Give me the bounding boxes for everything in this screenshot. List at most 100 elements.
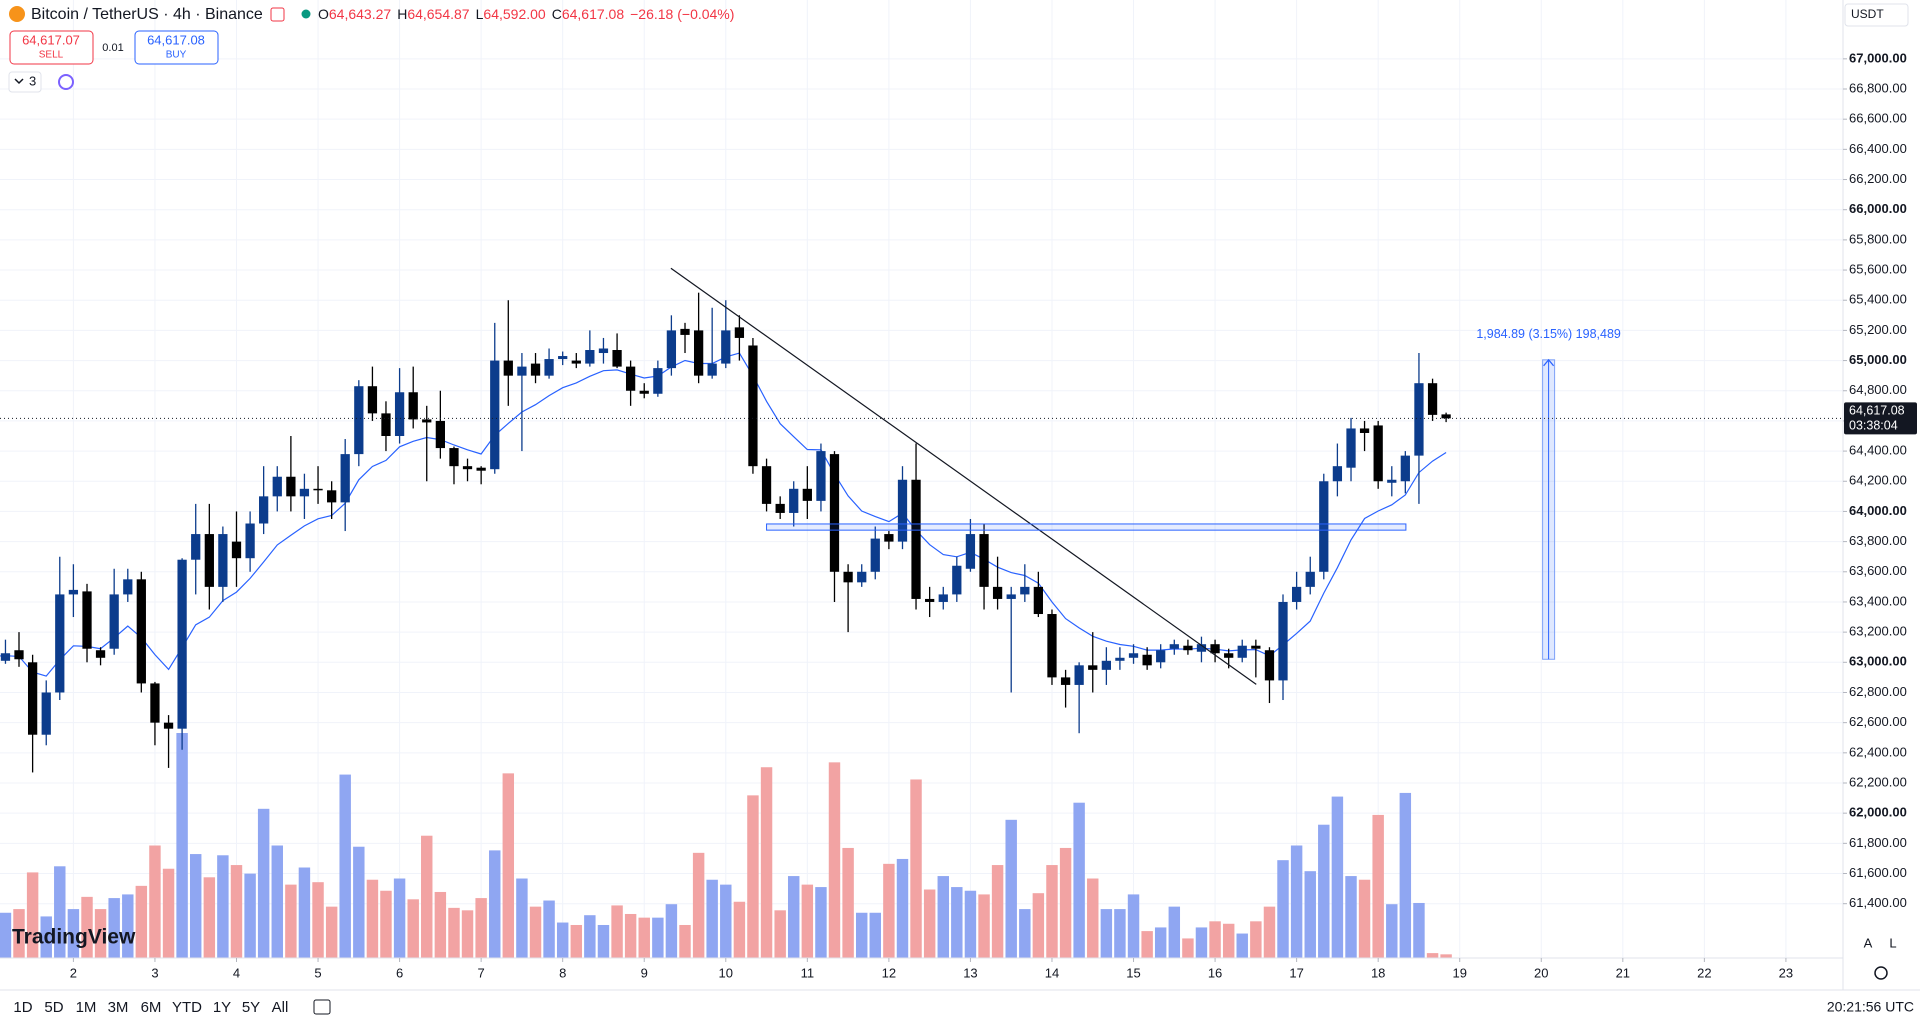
y-tick-label: 63,600.00 [1849, 563, 1907, 578]
candle-body [897, 479, 908, 542]
volume-bar [856, 912, 868, 958]
candle-body [462, 466, 473, 470]
volume-bar [257, 808, 270, 958]
candle-body [748, 345, 758, 467]
y-tick-label: 66,400.00 [1849, 141, 1907, 156]
candle-body [938, 594, 948, 602]
candle-body [340, 454, 350, 503]
volume-bar [1073, 802, 1085, 958]
candle-body [1264, 650, 1275, 681]
buy-button[interactable] [134, 30, 219, 65]
candle-body [286, 476, 296, 497]
range-button[interactable]: YTD [172, 999, 202, 1016]
price-label: 64,617.08 [1849, 404, 1905, 418]
volume-bar [1154, 927, 1167, 958]
volume-bar [1195, 927, 1208, 958]
candle-body [95, 650, 106, 658]
candle-body [680, 328, 690, 335]
candle-body [367, 386, 378, 414]
candle-body [449, 448, 459, 467]
volume-bar [638, 917, 650, 958]
auto-scale[interactable]: A [1864, 935, 1873, 950]
range-button[interactable]: All [272, 999, 289, 1016]
range-toolbar: 1D 5D 1M 3M 6M YTD 1Y 5Y All [13, 999, 288, 1016]
y-tick-label: 63,000.00 [1849, 654, 1907, 669]
volume-bar [1386, 904, 1398, 958]
sell-button[interactable] [9, 30, 94, 65]
range-button[interactable]: 5Y [242, 999, 260, 1016]
candle-body [1142, 654, 1152, 666]
measure-label: 1,984.89 (3.15%) 198,489 [1476, 327, 1621, 341]
candle-body [992, 586, 1003, 599]
settings-icon[interactable] [1874, 966, 1888, 980]
volume-bar [978, 894, 990, 958]
candle-body [1006, 594, 1016, 599]
candle-body [653, 368, 663, 394]
clock: 20:21:56 UTC [1827, 999, 1914, 1015]
range-button[interactable]: 1M [76, 999, 97, 1016]
volume-bar [1318, 824, 1330, 958]
candle-body [517, 366, 527, 376]
volume-bar [475, 898, 487, 958]
volume-bar [910, 779, 922, 958]
y-tick-label: 63,800.00 [1849, 533, 1907, 548]
volume-bar [81, 896, 93, 958]
y-tick-label: 61,800.00 [1849, 835, 1907, 850]
x-tick-label: 8 [559, 965, 566, 980]
volume-bar [1426, 953, 1439, 958]
buy-price: 64,617.08 [147, 32, 205, 47]
y-tick-label: 63,200.00 [1849, 624, 1907, 639]
currency-box[interactable] [1844, 3, 1909, 27]
volume-bar [1046, 865, 1058, 958]
y-tick-label: 64,400.00 [1849, 443, 1907, 458]
candle-body [857, 571, 867, 583]
volume-bar [597, 924, 610, 958]
candle-body [1020, 586, 1030, 595]
volume-bar [1440, 954, 1452, 958]
buy-label: BUY [166, 50, 187, 61]
candle-body [191, 534, 201, 560]
candle-body [150, 683, 160, 723]
candle-body [816, 451, 826, 501]
x-tick-label: 15 [1126, 965, 1140, 980]
loading-icon [58, 74, 74, 90]
candle-body [530, 363, 541, 376]
volume-bar [312, 882, 324, 958]
candle-body [1291, 586, 1302, 602]
candle-body [422, 419, 432, 423]
candle-body [327, 490, 337, 503]
legend-prefix: C [552, 6, 562, 22]
candle-body [1196, 644, 1207, 652]
volume-bar [964, 890, 977, 958]
candle-body [490, 360, 500, 470]
volume-bar [706, 879, 718, 958]
calendar-icon[interactable] [313, 999, 331, 1015]
range-button[interactable]: 1Y [213, 999, 231, 1016]
volume-bar [502, 773, 515, 958]
candle-body [965, 534, 976, 569]
candle-body [313, 488, 323, 491]
volume-bar [801, 884, 814, 958]
range-button[interactable]: 5D [44, 999, 63, 1016]
log-scale[interactable]: L [1889, 935, 1896, 950]
volume-bar [896, 858, 909, 958]
flag-icon[interactable] [270, 7, 285, 22]
status-dot [301, 9, 311, 19]
y-tick-label: 65,400.00 [1849, 292, 1907, 307]
candle-body [394, 392, 405, 437]
volume-bar [1182, 938, 1194, 958]
volume-bar [325, 906, 338, 958]
candle-body [544, 359, 554, 376]
candle-body [1441, 414, 1451, 419]
range-button[interactable]: 3M [108, 999, 129, 1016]
x-tick-label: 10 [719, 965, 733, 980]
x-tick-label: 17 [1289, 965, 1303, 980]
indicators-toggle[interactable] [8, 71, 42, 93]
range-button[interactable]: 6M [141, 999, 162, 1016]
range-button[interactable]: 1D [13, 999, 32, 1016]
price-label-box [1844, 402, 1917, 435]
legend-value: 64,592.00 [483, 6, 545, 22]
ema-line [0, 352, 1447, 677]
x-tick-label: 2 [70, 965, 77, 980]
volume-bar [624, 913, 637, 958]
